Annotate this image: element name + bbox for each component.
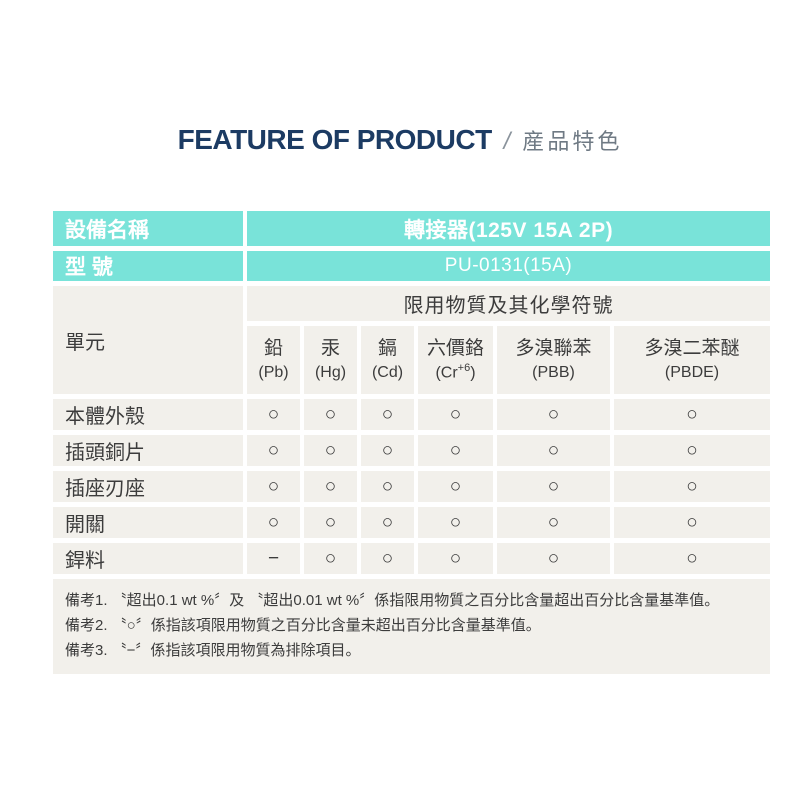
part-name-cell: 開關 (53, 507, 243, 538)
table-row: 插座刃座 ○ ○ ○ ○ ○ ○ (53, 471, 771, 502)
compliance-circle-mark: ○ (418, 507, 493, 538)
compliance-circle-mark: ○ (361, 543, 414, 574)
compliance-circle-mark: ○ (304, 399, 357, 430)
compliance-circle-mark: ○ (497, 543, 610, 574)
compliance-circle-mark: ○ (418, 399, 493, 430)
table-row: 銲料 − ○ ○ ○ ○ ○ (53, 543, 771, 574)
compliance-circle-mark: ○ (614, 507, 771, 538)
chemical-name: 多溴聯苯 (515, 338, 592, 360)
table-row: 插頭銅片 ○ ○ ○ ○ ○ ○ (53, 435, 771, 466)
chemical-symbol: (Cd) (371, 364, 404, 382)
model-number-label: 型 號 (53, 251, 243, 281)
table-row: 開關 ○ ○ ○ ○ ○ ○ (53, 507, 771, 538)
compliance-circle-mark: ○ (614, 543, 771, 574)
compliance-circle-mark: ○ (497, 471, 610, 502)
chemical-column-header: 鉛 (Pb) (247, 326, 300, 394)
compliance-circle-mark: ○ (361, 507, 414, 538)
page-title-chinese: 産品特色 (522, 129, 623, 154)
chemical-column-header: 鎘 (Cd) (361, 326, 414, 394)
compliance-circle-mark: ○ (361, 435, 414, 466)
compliance-circle-mark: ○ (247, 399, 300, 430)
note-line-2: 備考2. 〝○〞係指該項限用物質之百分比含量未超出百分比含量基準值。 (65, 617, 541, 635)
chemical-column-header: 汞 (Hg) (304, 326, 357, 394)
part-name-cell: 插座刃座 (53, 471, 243, 502)
rohs-spec-table: 設備名稱 轉接器(125V 15A 2P) 型 號 PU-0131(15A) 單… (49, 206, 774, 679)
device-name-value: 轉接器(125V 15A 2P) (247, 211, 771, 246)
chemical-column-header: 多溴二苯醚 (PBDE) (614, 326, 771, 394)
compliance-circle-mark: ○ (304, 435, 357, 466)
compliance-circle-mark: ○ (247, 471, 300, 502)
chemical-name: 多溴二苯醚 (644, 338, 740, 360)
compliance-circle-mark: ○ (247, 507, 300, 538)
note-line-1: 備考1. 〝超出0.1 wt %〞及 〝超出0.01 wt %〞係指限用物質之百… (65, 592, 720, 609)
chemical-column-header: 多溴聯苯 (PBB) (497, 326, 610, 394)
chemical-symbol: (PBDE) (664, 364, 720, 382)
part-name-cell: 本體外殼 (53, 399, 243, 430)
model-number-value: PU-0131(15A) (247, 251, 771, 281)
compliance-circle-mark: ○ (247, 435, 300, 466)
device-name-row: 設備名稱 轉接器(125V 15A 2P) (53, 211, 771, 246)
chemical-name: 六價鉻 (426, 337, 484, 359)
chemical-symbol: (Cr+6) (435, 362, 476, 382)
note-line-3: 備考3. 〝−〞係指該項限用物質為排除項目。 (65, 642, 361, 660)
compliance-circle-mark: ○ (418, 471, 493, 502)
substances-header-row: 單元 限用物質及其化學符號 (53, 286, 771, 394)
compliance-circle-mark: ○ (497, 507, 610, 538)
compliance-circle-mark: ○ (361, 471, 414, 502)
notes-cell: 備考1. 〝超出0.1 wt %〞及 〝超出0.01 wt %〞係指限用物質之百… (53, 579, 771, 674)
compliance-circle-mark: ○ (497, 399, 610, 430)
title-divider-slash: / (503, 128, 511, 155)
compliance-circle-mark: ○ (304, 471, 357, 502)
parts-rows: 本體外殼 ○ ○ ○ ○ ○ ○ 插頭銅片 ○ ○ ○ ○ ○ ○ 插座刃座 ○ ○ ○ ○ ○ ○ 開關 ○ ○ ○ ○ ○ ○ 銲料… (53, 399, 771, 574)
compliance-circle-mark: ○ (497, 435, 610, 466)
restricted-substances-header: 限用物質及其化學符號 (247, 286, 771, 321)
page-title: FEATURE OF PRODUCT / 産品特色 (0, 124, 800, 156)
compliance-circle-mark: ○ (614, 471, 771, 502)
exempt-dash-mark: − (247, 543, 300, 574)
unit-label-cell: 單元 (53, 286, 243, 394)
page-title-english: FEATURE OF PRODUCT (177, 124, 493, 155)
chemical-columns-row: 鉛 (Pb) 汞 (Hg) 鎘 (Cd) 六價鉻 (Cr+6) 多溴聯苯 (PBB) 多溴二苯醚 (P… (53, 326, 771, 394)
chemical-column-header: 六價鉻 (Cr+6) (418, 326, 493, 394)
device-name-label: 設備名稱 (53, 211, 243, 246)
compliance-circle-mark: ○ (614, 435, 771, 466)
compliance-circle-mark: ○ (304, 507, 357, 538)
chemical-symbol: (Pb) (258, 364, 289, 382)
compliance-circle-mark: ○ (418, 435, 493, 466)
model-number-row: 型 號 PU-0131(15A) (53, 251, 771, 281)
table-row: 本體外殼 ○ ○ ○ ○ ○ ○ (53, 399, 771, 430)
part-name-cell: 銲料 (53, 543, 243, 574)
compliance-circle-mark: ○ (304, 543, 357, 574)
chemical-name: 汞 (320, 338, 340, 360)
compliance-circle-mark: ○ (361, 399, 414, 430)
chemical-name: 鉛 (263, 338, 283, 360)
chemical-name: 鎘 (377, 338, 397, 360)
chemical-symbol: (Hg) (314, 364, 347, 382)
part-name-cell: 插頭銅片 (53, 435, 243, 466)
notes-row: 備考1. 〝超出0.1 wt %〞及 〝超出0.01 wt %〞係指限用物質之百… (53, 579, 771, 674)
chemical-symbol: (PBB) (532, 364, 575, 382)
compliance-circle-mark: ○ (418, 543, 493, 574)
compliance-circle-mark: ○ (614, 399, 771, 430)
